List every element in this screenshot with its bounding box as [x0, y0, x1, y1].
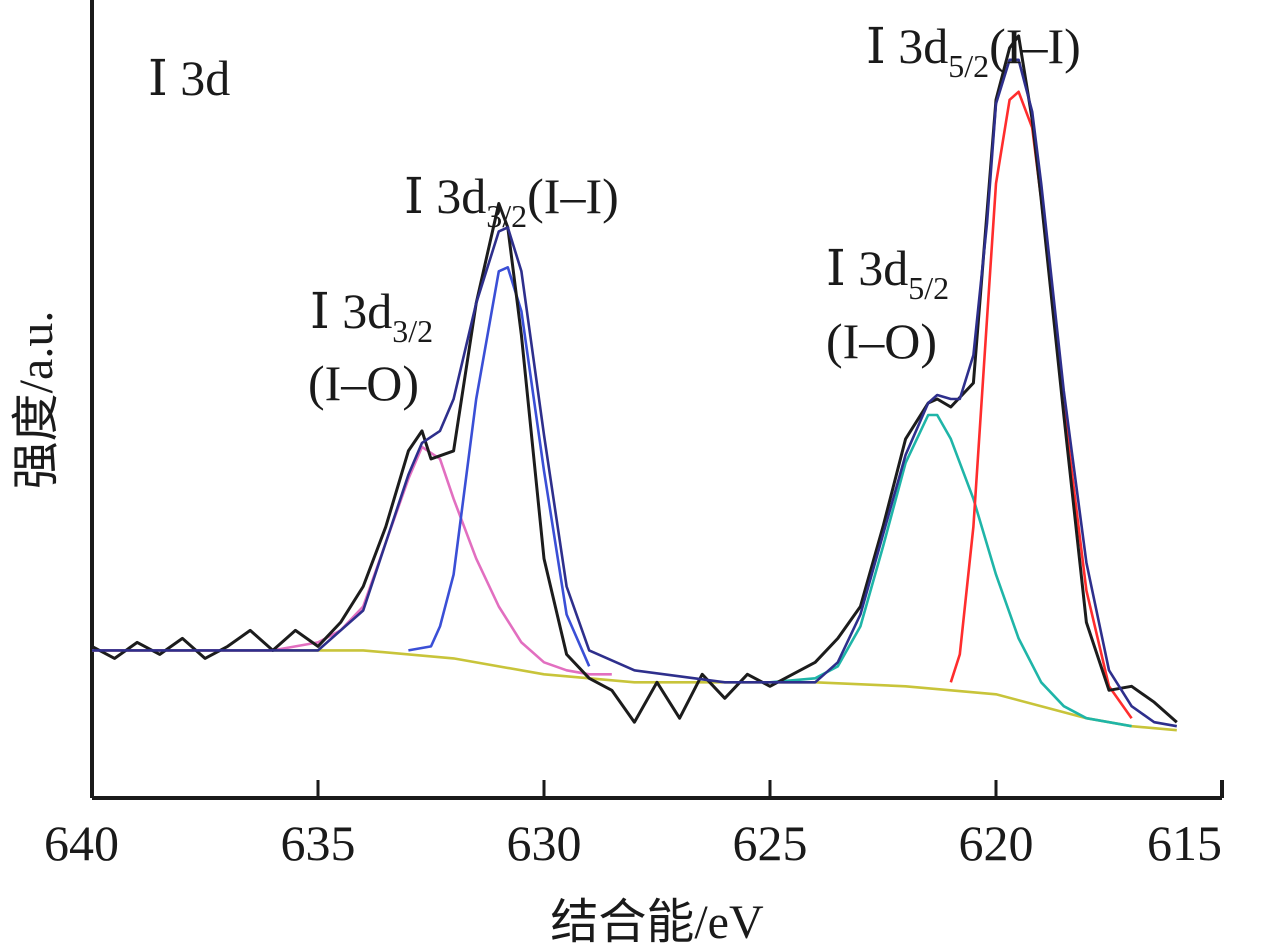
series-envelope	[92, 58, 1178, 728]
x-axis-title: 结合能/eV	[550, 896, 764, 949]
x-tick-label-635: 635	[281, 815, 356, 871]
series-peak-i3d32-ii	[408, 265, 591, 667]
annotation-i3d52-ii-line-1: Ⅰ 3d5/2(I–I)	[866, 18, 1081, 84]
x-tick-label-640: 640	[44, 815, 119, 871]
x-tick-label-625: 625	[733, 815, 808, 871]
annotation-i3d52-io-line-2: (I–O)	[826, 313, 937, 369]
axes	[90, 0, 1224, 800]
series-background	[92, 649, 1177, 732]
x-ticks: 640 635 630 625 620 615	[44, 780, 1224, 871]
panel-label: Ⅰ 3d	[148, 50, 230, 106]
annotation-i3d32-io-line-2: (I–O)	[308, 355, 419, 411]
series-peak-i3d32-io	[92, 445, 612, 676]
y-axis-title: 强度/a.u.	[10, 311, 63, 490]
series-peak-i3d52-io	[769, 413, 1132, 728]
x-tick-label-620: 620	[959, 815, 1034, 871]
x-tick-label-615: 615	[1147, 815, 1222, 871]
annotation-i3d32-io-line-1: Ⅰ 3d3/2	[310, 283, 433, 349]
annotation-i3d32-ii-line-1: Ⅰ 3d3/2(I–I)	[404, 168, 619, 234]
series-raw	[91, 34, 1178, 724]
curves	[91, 34, 1178, 732]
x-tick-label-630: 630	[507, 815, 582, 871]
peak-annotations: Ⅰ 3d3/2 (I–O) Ⅰ 3d3/2(I–I) Ⅰ 3d5/2 (I–O) Ⅰ 3d…	[308, 18, 1081, 411]
annotation-i3d52-io-line-1: Ⅰ 3d5/2	[826, 240, 949, 306]
series-peak-i3d52-ii	[949, 90, 1133, 719]
